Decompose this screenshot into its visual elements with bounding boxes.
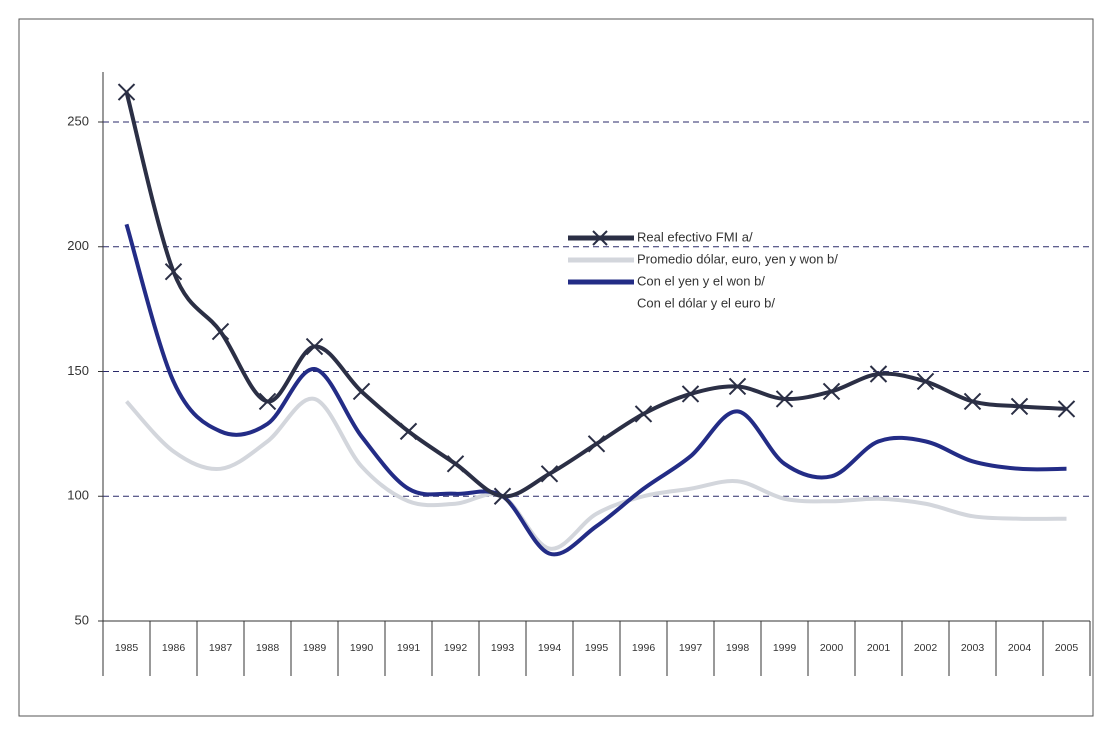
line-series [124,223,1067,557]
marker [681,385,700,403]
x-tick-label: 2003 [961,642,985,654]
line-series [125,396,1067,551]
marker [775,390,794,408]
x-tick-label: 2002 [914,642,938,654]
marker [493,487,512,505]
marker [1010,397,1029,416]
marker [587,435,606,453]
x-tick-label: 1999 [773,642,797,654]
marker [916,372,935,391]
x-tick-label: 1990 [350,642,374,654]
x-tick-label: 1997 [679,642,703,654]
y-tick-label: 50 [75,612,89,627]
x-tick-label: 2000 [820,642,844,654]
x-tick-label: 1992 [444,642,468,654]
x-tick-label: 1991 [397,642,421,654]
legend-label: Con el dólar y el euro b/ [637,295,775,310]
marker [963,392,982,411]
legend-marker [592,230,608,246]
marker [728,377,747,396]
marker [634,405,653,423]
marker [540,465,559,483]
y-tick-label: 200 [67,238,89,253]
y-tick-label: 100 [67,488,89,503]
legend-label: Real efectivo FMI a/ [637,229,753,244]
marker [211,322,230,341]
marker [869,365,888,383]
x-tick-label: 1993 [491,642,515,654]
x-tick-label: 1998 [726,642,750,654]
x-tick-label: 1988 [256,642,280,654]
line-series [124,91,1067,499]
x-tick-label: 1985 [115,642,139,654]
y-tick-label: 250 [67,113,89,128]
y-tick-label: 150 [67,363,89,378]
legend-label: Promedio dólar, euro, yen y won b/ [637,251,838,266]
marker [446,455,465,473]
marker [399,422,418,441]
x-tick-label: 1996 [632,642,656,654]
x-tick-label: 1986 [162,642,186,654]
marker [352,382,371,401]
frame [18,18,1094,717]
marker [164,262,183,281]
marker [822,382,841,401]
x-tick-label: 1987 [209,642,233,654]
marker [305,337,324,356]
legend-label: Con el yen y el won b/ [637,273,765,288]
x-tick-label: 2001 [867,642,891,654]
x-tick-label: 1989 [303,642,327,654]
marker [1057,400,1076,418]
marker [117,83,136,101]
x-tick-label: 2004 [1008,642,1032,654]
marker [258,392,277,411]
x-tick-label: 1994 [538,642,562,654]
x-tick-label: 1995 [585,642,609,654]
x-tick-label: 2005 [1055,642,1079,654]
